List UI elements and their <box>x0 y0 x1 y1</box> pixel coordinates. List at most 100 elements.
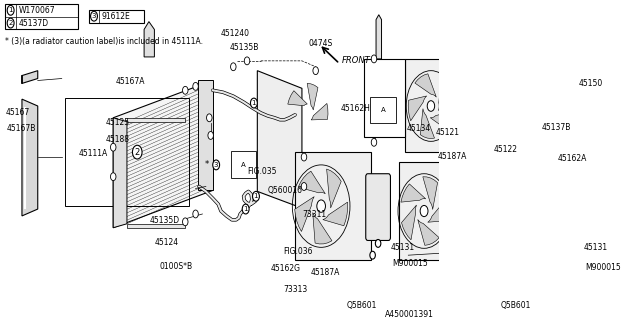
Text: 1: 1 <box>243 206 248 212</box>
Polygon shape <box>408 96 427 121</box>
Circle shape <box>193 83 198 90</box>
Polygon shape <box>313 212 332 244</box>
Bar <box>364 59 405 137</box>
Circle shape <box>317 200 326 212</box>
Text: 0474S: 0474S <box>308 39 333 48</box>
Text: FIG.035: FIG.035 <box>247 167 276 176</box>
Text: 45167B: 45167B <box>7 124 36 133</box>
Polygon shape <box>22 99 38 216</box>
Text: 45121: 45121 <box>436 128 460 137</box>
FancyBboxPatch shape <box>365 174 390 240</box>
Polygon shape <box>311 103 328 120</box>
Text: M900015: M900015 <box>392 259 428 268</box>
Circle shape <box>193 210 198 218</box>
Circle shape <box>371 55 377 63</box>
Bar <box>295 152 371 260</box>
Polygon shape <box>323 202 348 226</box>
Polygon shape <box>430 111 453 130</box>
Text: 45122: 45122 <box>494 145 518 154</box>
Bar <box>405 59 474 152</box>
Circle shape <box>244 57 250 65</box>
Polygon shape <box>113 118 127 228</box>
Text: 2: 2 <box>134 148 140 156</box>
Circle shape <box>253 191 259 201</box>
Polygon shape <box>22 71 38 84</box>
Circle shape <box>7 18 14 28</box>
Polygon shape <box>288 91 307 106</box>
Bar <box>89 10 144 23</box>
Polygon shape <box>307 84 318 110</box>
Polygon shape <box>198 81 212 190</box>
Text: 45162G: 45162G <box>271 264 301 273</box>
Text: Q560016: Q560016 <box>268 187 303 196</box>
Polygon shape <box>298 171 325 194</box>
Text: 45131: 45131 <box>584 244 608 252</box>
Text: 45124: 45124 <box>154 237 179 246</box>
Text: 0100S*B: 0100S*B <box>159 262 193 271</box>
Text: M900015: M900015 <box>586 263 621 272</box>
Polygon shape <box>257 71 302 208</box>
Polygon shape <box>401 205 417 240</box>
Text: 45135B: 45135B <box>230 43 259 52</box>
Text: 45167: 45167 <box>6 108 29 117</box>
Circle shape <box>212 160 220 170</box>
Polygon shape <box>418 220 439 245</box>
Text: 2: 2 <box>8 20 13 26</box>
Text: 45135D: 45135D <box>150 216 180 225</box>
Polygon shape <box>144 21 154 57</box>
Polygon shape <box>423 177 438 210</box>
Circle shape <box>313 67 319 75</box>
Text: 3: 3 <box>214 162 218 168</box>
Circle shape <box>428 101 435 111</box>
Polygon shape <box>127 118 185 122</box>
Polygon shape <box>127 224 185 228</box>
Text: *: * <box>205 160 209 169</box>
Polygon shape <box>415 74 436 97</box>
Polygon shape <box>428 199 448 222</box>
Text: 45162H: 45162H <box>340 104 370 113</box>
Text: 45188: 45188 <box>106 135 130 144</box>
Text: 91612E: 91612E <box>102 12 131 21</box>
Circle shape <box>375 239 381 247</box>
Bar <box>399 162 472 260</box>
Text: W170067: W170067 <box>19 6 55 15</box>
Text: 1: 1 <box>8 7 13 13</box>
Text: FIG.036: FIG.036 <box>284 247 313 256</box>
Polygon shape <box>326 169 341 208</box>
Polygon shape <box>376 15 381 59</box>
Polygon shape <box>295 196 314 231</box>
Text: 45187A: 45187A <box>310 268 340 277</box>
Text: A: A <box>381 107 385 113</box>
Circle shape <box>111 143 116 151</box>
Circle shape <box>207 114 212 122</box>
Circle shape <box>420 205 428 217</box>
Polygon shape <box>438 77 451 111</box>
Text: Q5B601: Q5B601 <box>501 301 531 310</box>
Circle shape <box>7 5 14 15</box>
Polygon shape <box>401 184 426 202</box>
Circle shape <box>250 98 257 108</box>
Text: 45150: 45150 <box>579 78 603 88</box>
Circle shape <box>301 182 307 190</box>
Text: 45162A: 45162A <box>557 154 587 163</box>
Text: Q5B601: Q5B601 <box>346 301 377 310</box>
Text: A: A <box>241 162 246 168</box>
Circle shape <box>301 153 307 161</box>
Text: FRONT: FRONT <box>342 56 371 65</box>
Bar <box>6 4 77 29</box>
Circle shape <box>370 251 375 259</box>
Text: 1: 1 <box>252 100 256 106</box>
Circle shape <box>182 86 188 94</box>
Circle shape <box>111 173 116 180</box>
Polygon shape <box>113 81 212 228</box>
Text: 45131: 45131 <box>390 244 415 252</box>
Circle shape <box>371 138 377 146</box>
Text: 45167A: 45167A <box>115 76 145 85</box>
Text: 45137B: 45137B <box>542 123 572 132</box>
Circle shape <box>91 11 97 21</box>
Text: 451240: 451240 <box>221 29 250 38</box>
Text: 1: 1 <box>253 193 258 199</box>
Text: 45111A: 45111A <box>78 149 108 158</box>
Text: 45137D: 45137D <box>19 19 49 28</box>
Circle shape <box>132 145 142 159</box>
